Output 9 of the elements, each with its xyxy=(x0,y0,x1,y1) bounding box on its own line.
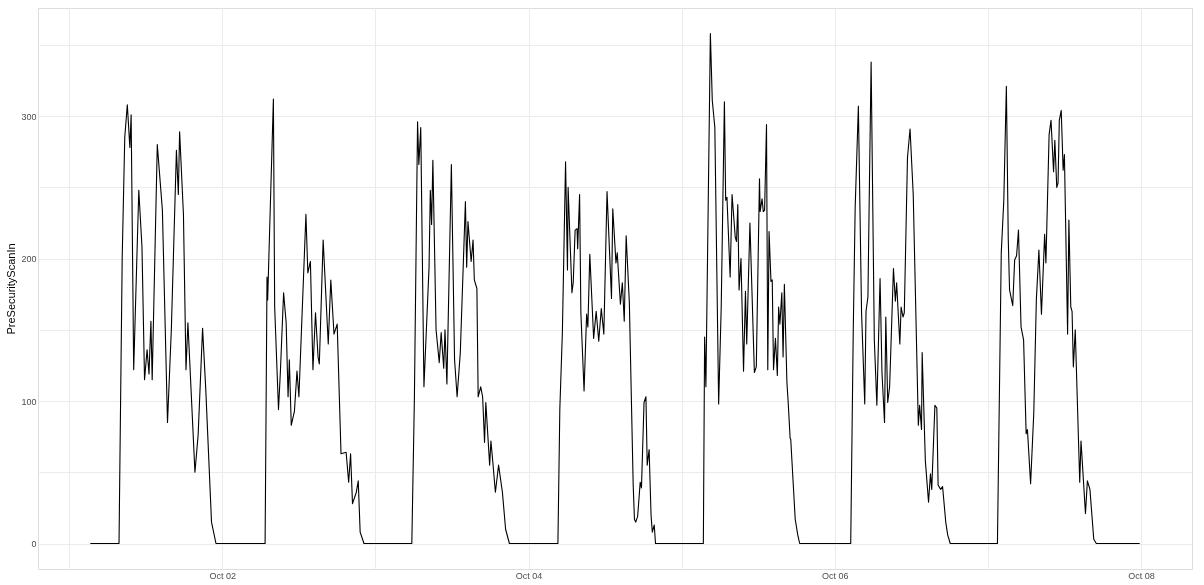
x-tick-label: Oct 04 xyxy=(515,570,543,581)
y-tick-label: 100 xyxy=(21,396,37,407)
x-tick-label: Oct 06 xyxy=(822,570,849,581)
y-tick-label: 200 xyxy=(21,254,37,265)
y-tick-label: 0 xyxy=(31,539,37,549)
y-axis-title: PreSecurityScanIn xyxy=(5,243,18,335)
x-tick-label: Oct 02 xyxy=(209,570,237,581)
y-tick-label: 300 xyxy=(21,111,37,122)
x-tick-label: Oct 08 xyxy=(1128,570,1155,581)
